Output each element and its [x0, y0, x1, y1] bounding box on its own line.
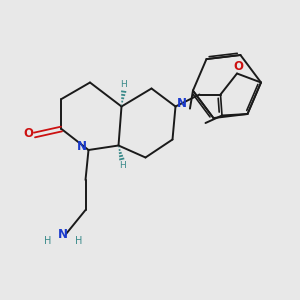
Text: O: O [23, 127, 33, 140]
Text: H: H [44, 236, 52, 247]
Text: N: N [177, 97, 187, 110]
Text: N: N [58, 227, 68, 241]
Text: O: O [233, 60, 244, 74]
Text: H: H [75, 236, 82, 247]
Text: H: H [121, 80, 127, 89]
Text: H: H [119, 161, 125, 170]
Text: N: N [77, 140, 87, 154]
